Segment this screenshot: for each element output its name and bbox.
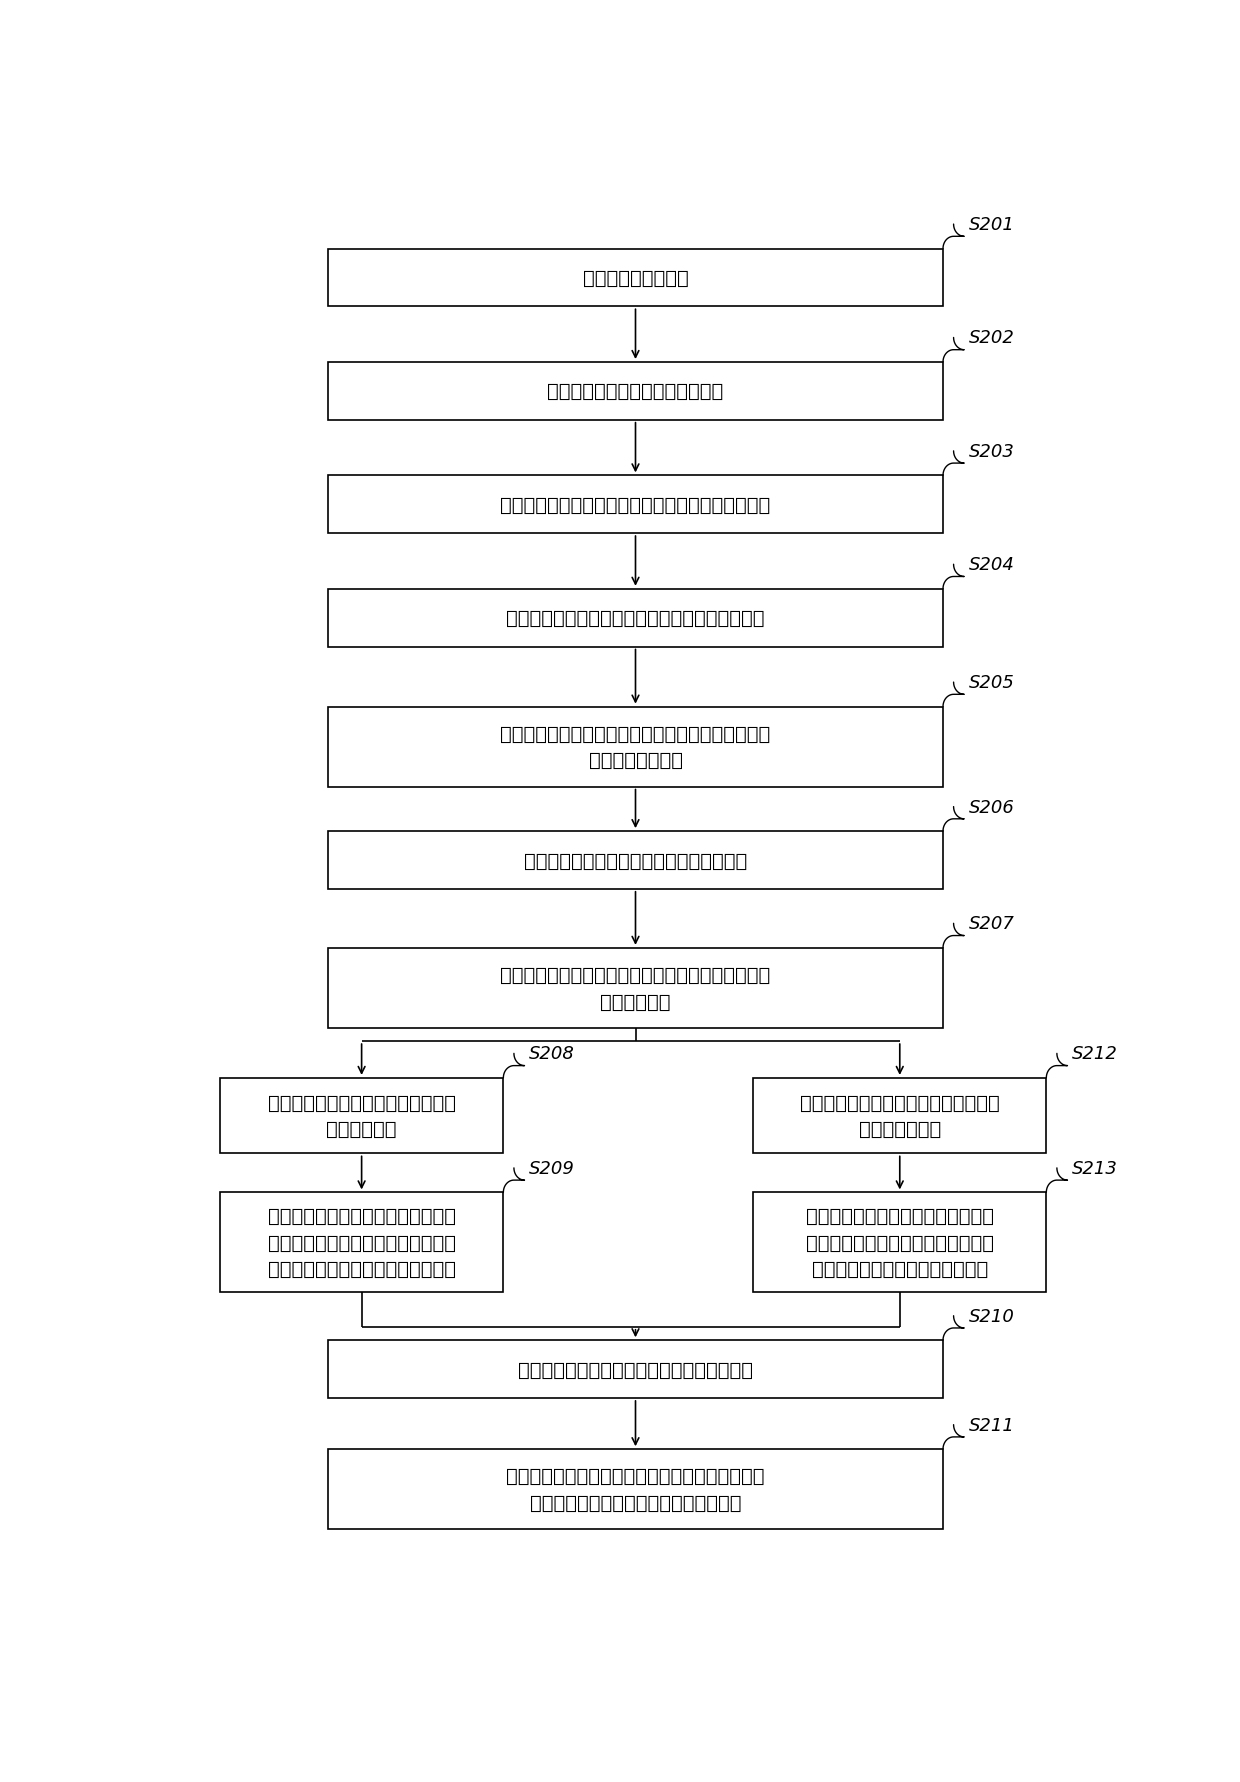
Text: S207: S207 xyxy=(968,914,1014,932)
Text: S213: S213 xyxy=(1073,1160,1118,1178)
Text: 根据应用程序下载请求，将应用程序的安装文件下载
到下载目录下: 根据应用程序下载请求，将应用程序的安装文件下载 到下载目录下 xyxy=(501,966,770,1010)
Text: 根据空闲存储空间信息，确定本地硬盘分区中空闲存
储空间最大的分区: 根据空闲存储空间信息，确定本地硬盘分区中空闲存 储空间最大的分区 xyxy=(501,725,770,770)
Bar xyxy=(327,1340,944,1399)
Text: 在空闲存储空间最大的分区中创建下载目录: 在空闲存储空间最大的分区中创建下载目录 xyxy=(523,852,748,870)
Text: S206: S206 xyxy=(968,798,1014,816)
Text: 接收用户通过终端管理界面发送的应用程序下载请求: 接收用户通过终端管理界面发送的应用程序下载请求 xyxy=(501,495,770,515)
Text: S210: S210 xyxy=(968,1306,1014,1326)
Text: S201: S201 xyxy=(968,216,1014,233)
Bar xyxy=(219,1192,503,1292)
Bar xyxy=(327,948,944,1028)
Bar xyxy=(327,476,944,535)
Text: S204: S204 xyxy=(968,556,1014,574)
Bar xyxy=(753,1192,1047,1292)
Bar xyxy=(327,590,944,647)
Bar xyxy=(753,1078,1047,1153)
Text: 获取下载目录中的应用程序的安装文
件的版本信息: 获取下载目录中的应用程序的安装文 件的版本信息 xyxy=(268,1094,455,1139)
Text: S211: S211 xyxy=(968,1417,1014,1435)
Text: 获取下载目录中的应用程序的安装文件的数量: 获取下载目录中的应用程序的安装文件的数量 xyxy=(518,1360,753,1379)
Bar xyxy=(327,832,944,889)
Text: 获取本地硬盘分区中每个分区的空闲存储空间信息: 获取本地硬盘分区中每个分区的空闲存储空间信息 xyxy=(506,609,765,627)
Text: S205: S205 xyxy=(968,674,1014,691)
Bar xyxy=(327,707,944,788)
Text: 根据安装文件数量，当数量超过第一预设阈值时，
删除下载目录下满足预设条件的安装文件: 根据安装文件数量，当数量超过第一预设阈值时， 删除下载目录下满足预设条件的安装文… xyxy=(506,1467,765,1513)
Text: S212: S212 xyxy=(1073,1044,1118,1062)
Text: S208: S208 xyxy=(529,1044,575,1062)
Bar xyxy=(219,1078,503,1153)
Text: 提供针对移动终端的终端管理界面: 提供针对移动终端的终端管理界面 xyxy=(547,381,724,401)
Bar xyxy=(327,1449,944,1529)
Bar xyxy=(327,249,944,307)
Bar xyxy=(327,364,944,421)
Text: 与移动终端建立连接: 与移动终端建立连接 xyxy=(583,269,688,287)
Text: S203: S203 xyxy=(968,442,1014,460)
Text: 根据安装文件的版本信息，删除下载
目录下相同应用程序的除最新版本的
安装文件之外的其他版本的安装文件: 根据安装文件的版本信息，删除下载 目录下相同应用程序的除最新版本的 安装文件之外… xyxy=(268,1206,455,1279)
Text: S209: S209 xyxy=(529,1160,575,1178)
Text: 获取下载目录中的应用程序的安装文件
占用的存储空间: 获取下载目录中的应用程序的安装文件 占用的存储空间 xyxy=(800,1094,999,1139)
Text: 根据安装文件占用的存储空间，当存
储空间超过第二预设阈值时，删除下
载目录下满足预设条件的安装文件: 根据安装文件占用的存储空间，当存 储空间超过第二预设阈值时，删除下 载目录下满足… xyxy=(806,1206,993,1279)
Text: S202: S202 xyxy=(968,330,1014,347)
